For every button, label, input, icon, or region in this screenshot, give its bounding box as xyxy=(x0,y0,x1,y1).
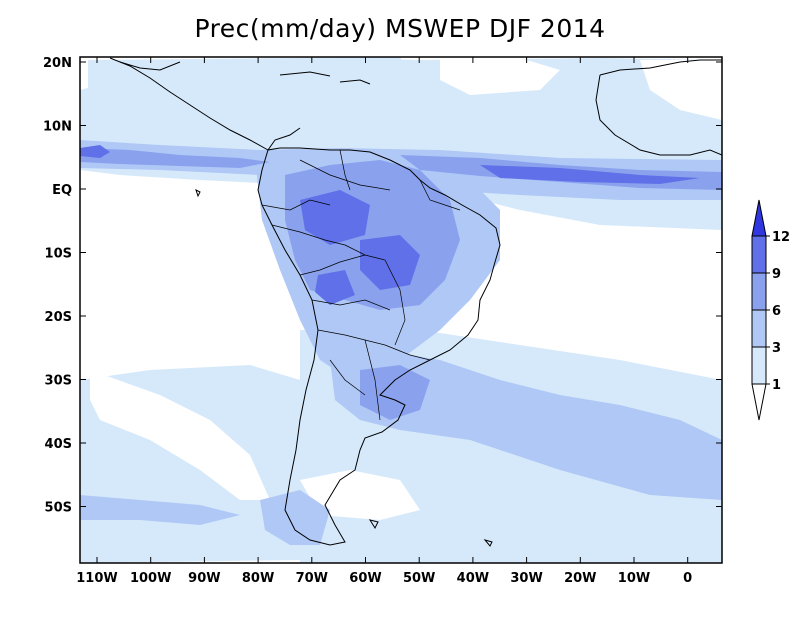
colorbar: 1 3 6 9 12 xyxy=(751,199,790,421)
lon-label: 10W xyxy=(618,571,650,586)
colorbar-bottom-arrow xyxy=(751,383,767,421)
map-title: Prec(mm/day) MSWEP DJF 2014 xyxy=(194,14,606,43)
lat-label: 50S xyxy=(45,501,72,516)
lat-label: 20S xyxy=(45,310,72,325)
colorbar-label: 6 xyxy=(772,304,781,319)
lat-label: 40S xyxy=(45,437,72,452)
lon-label: 50W xyxy=(403,571,435,586)
dry-areas xyxy=(90,58,722,520)
lat-label: 10N xyxy=(43,120,72,135)
lon-label: 80W xyxy=(242,571,274,586)
precipitation-field xyxy=(80,57,722,563)
lon-label: 100W xyxy=(130,571,171,586)
map-frame xyxy=(79,56,723,564)
lon-label: 110W xyxy=(76,571,117,586)
colorbar-box xyxy=(751,235,767,274)
lat-label: 20N xyxy=(43,56,72,71)
colorbar-top-arrow xyxy=(751,199,767,237)
lon-label: 60W xyxy=(349,571,381,586)
lat-label: EQ xyxy=(52,183,72,198)
lat-label: 30S xyxy=(45,374,72,389)
lon-label: 30W xyxy=(510,571,542,586)
colorbar-box xyxy=(751,346,767,385)
lon-label: 90W xyxy=(188,571,220,586)
precip-level-9-12 xyxy=(80,145,700,305)
colorbar-box xyxy=(751,309,767,348)
lat-label: 10S xyxy=(45,247,72,262)
longitude-axis: 110W 100W 90W 80W 70W 60W 50W 40W 30W 20W 10W 0 xyxy=(76,57,692,586)
colorbar-label: 12 xyxy=(772,230,790,245)
country-borders xyxy=(261,149,461,421)
lon-label: 0 xyxy=(683,571,692,586)
colorbar-label: 9 xyxy=(772,267,781,282)
coastlines xyxy=(109,57,722,547)
lon-label: 20W xyxy=(564,571,596,586)
latitude-axis: 20N 10N EQ 10S 20S 30S 40S 50S xyxy=(43,56,722,516)
colorbar-label: 3 xyxy=(772,341,781,356)
lon-label: 40W xyxy=(457,571,489,586)
lon-label: 70W xyxy=(296,571,328,586)
colorbar-box xyxy=(751,272,767,311)
colorbar-label: 1 xyxy=(772,378,781,393)
